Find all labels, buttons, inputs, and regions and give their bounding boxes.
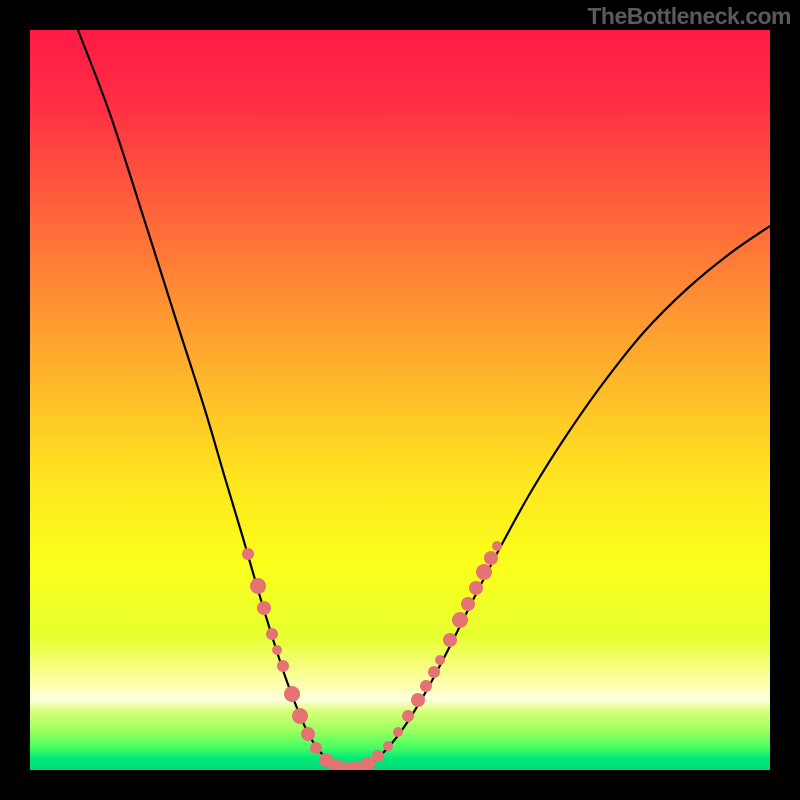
data-marker — [469, 581, 483, 595]
data-marker — [461, 597, 475, 611]
data-marker — [272, 645, 282, 655]
data-marker — [266, 628, 278, 640]
data-marker — [452, 612, 468, 628]
data-marker — [284, 686, 300, 702]
bottleneck-chart — [0, 0, 800, 800]
data-marker — [402, 710, 414, 722]
data-marker — [292, 708, 308, 724]
data-marker — [435, 655, 445, 665]
data-marker — [428, 666, 440, 678]
data-marker — [242, 548, 254, 560]
data-marker — [383, 741, 393, 751]
data-marker — [310, 742, 322, 754]
data-marker — [393, 727, 403, 737]
data-marker — [420, 680, 432, 692]
data-marker — [257, 601, 271, 615]
data-marker — [250, 578, 266, 594]
plot-background — [30, 30, 770, 770]
data-marker — [484, 551, 498, 565]
data-marker — [492, 541, 502, 551]
data-marker — [476, 564, 492, 580]
data-marker — [372, 750, 384, 762]
data-marker — [301, 727, 315, 741]
data-marker — [277, 660, 289, 672]
watermark-label: TheBottleneck.com — [587, 3, 791, 30]
data-marker — [443, 633, 457, 647]
data-marker — [411, 693, 425, 707]
